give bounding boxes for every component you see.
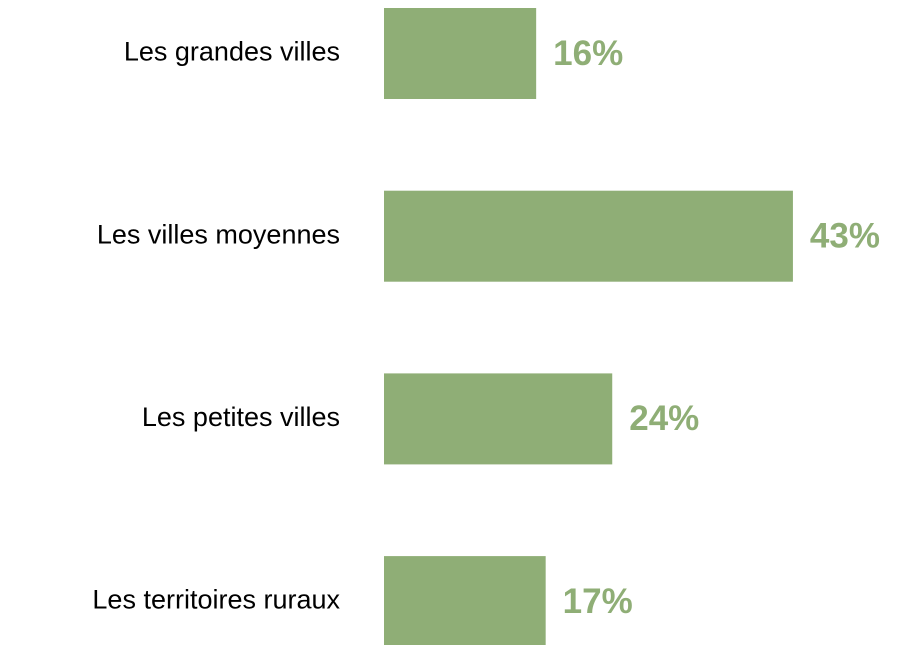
category-label: Les territoires ruraux	[92, 585, 340, 615]
category-label: Les villes moyennes	[97, 219, 340, 249]
value-label: 43%	[810, 216, 880, 255]
value-label: 17%	[563, 582, 633, 621]
bar	[384, 373, 613, 465]
category-label: Les petites villes	[142, 402, 340, 432]
category-label: Les grandes villes	[124, 37, 340, 67]
bar	[384, 556, 546, 645]
value-label: 24%	[629, 399, 699, 438]
bar	[384, 8, 537, 99]
value-label: 16%	[553, 34, 623, 73]
bar	[384, 190, 793, 282]
